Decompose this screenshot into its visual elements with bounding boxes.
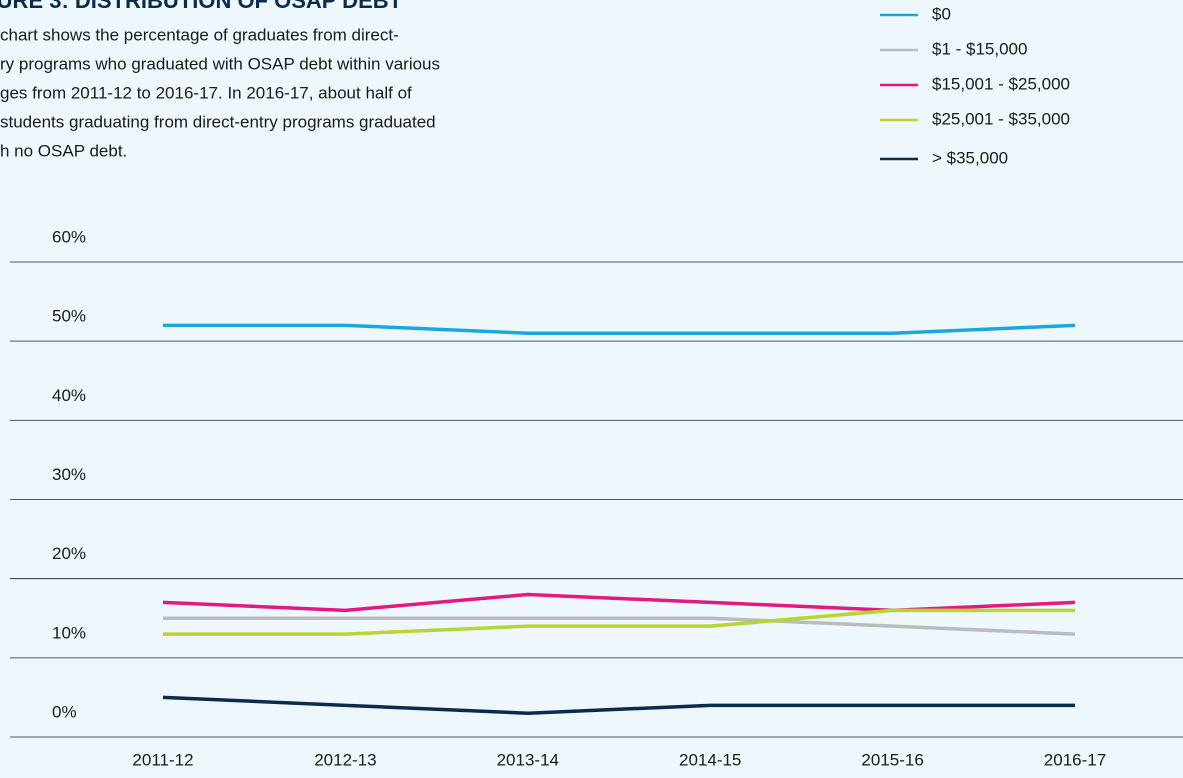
series-line [162,695,1075,716]
x-tick-label: 2011-12 [132,750,193,769]
series-line [163,608,1075,636]
legend-label: $15,001 - $25,000 [932,74,1070,93]
y-tick-label: 20% [52,544,86,563]
y-tick-label: 0% [52,702,77,721]
y-tick-label: 10% [52,623,86,642]
series-line [163,323,1076,335]
y-tick-label: 40% [52,386,86,405]
x-tick-label: 2016-17 [1044,750,1106,769]
legend-label: > $35,000 [932,148,1008,167]
description-line: ges from 2011-12 to 2016-17. In 2016-17,… [0,83,412,102]
description-line: h no OSAP debt. [0,141,127,160]
description-line: students graduating from direct-entry pr… [0,112,436,131]
y-tick-label: 50% [52,307,86,326]
x-tick-label: 2013-14 [497,750,559,769]
series-line [163,616,1076,636]
y-tick-label: 30% [52,465,86,484]
legend-label: $1 - $15,000 [932,39,1027,58]
chart-title: FIGURE 3: DISTRIBUTION OF OSAP DEBT [0,0,403,13]
legend-label: $0 [932,4,951,23]
y-tick-label: 60% [52,227,86,246]
x-tick-label: 2015-16 [861,750,923,769]
x-tick-label: 2012-13 [314,750,376,769]
legend-label: $25,001 - $35,000 [932,109,1070,128]
description-line: ry programs who graduated with OSAP debt… [0,54,440,73]
description-line: chart shows the percentage of graduates … [0,25,399,44]
x-tick-label: 2014-15 [679,750,741,769]
